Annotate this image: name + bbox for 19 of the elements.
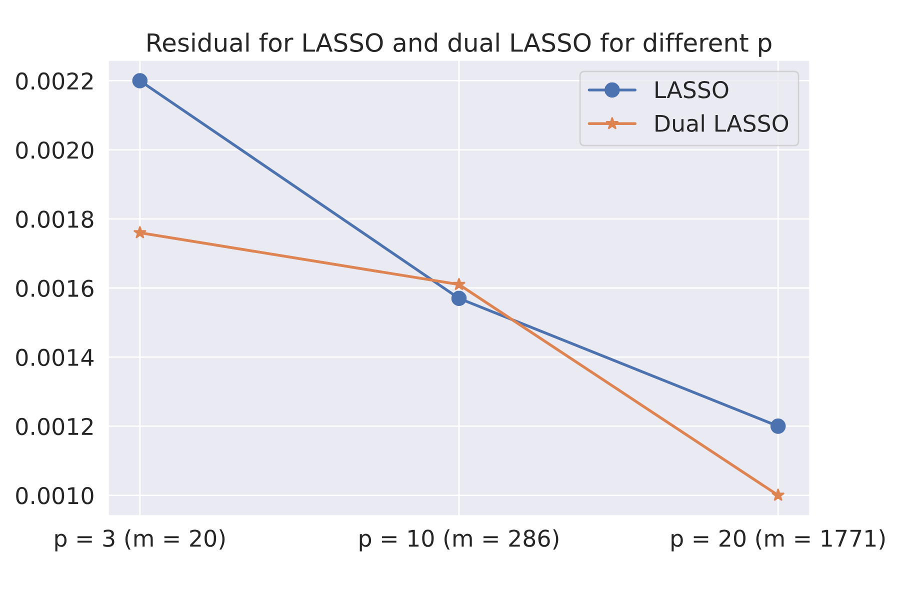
point bbox=[132, 73, 148, 88]
x-tick-label: p = 10 (m = 286) bbox=[360, 529, 558, 552]
legend-label: Dual LASSO bbox=[656, 114, 788, 132]
point bbox=[133, 226, 147, 238]
y-tick-label: 0.0010 bbox=[16, 486, 94, 504]
x-tick-label: p = 3 (m = 20) bbox=[55, 529, 225, 552]
point bbox=[770, 418, 786, 434]
point bbox=[771, 488, 785, 502]
y-tick-label: 0.0020 bbox=[16, 142, 94, 159]
y-tick-label: 0.0014 bbox=[16, 348, 94, 366]
y-tick-label: 0.0016 bbox=[16, 280, 94, 298]
chart-title: Residual for LASSO and dual LASSO for different p bbox=[148, 32, 772, 57]
y-tick-label: 0.0018 bbox=[16, 210, 94, 228]
point bbox=[451, 290, 467, 306]
point bbox=[452, 278, 466, 290]
y-tick-label: 0.0012 bbox=[16, 418, 93, 436]
y-tick-label: 0.0022 bbox=[16, 72, 93, 90]
x-tick-label: p = 20 (m = 1771) bbox=[672, 529, 885, 552]
legend-label: LASSO bbox=[656, 81, 728, 98]
